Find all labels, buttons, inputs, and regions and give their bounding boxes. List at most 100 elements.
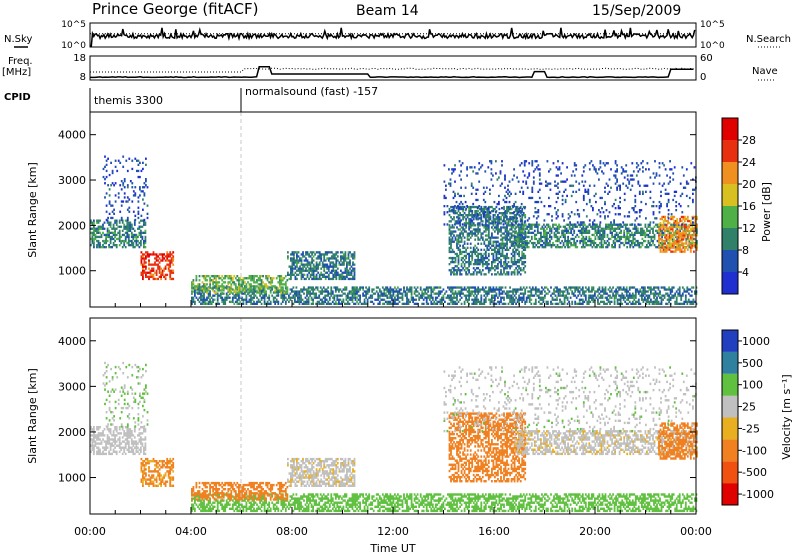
power-cell-near-band — [513, 290, 516, 293]
power-cell-near-band — [586, 300, 589, 303]
power-cell-morning-arc — [218, 281, 221, 284]
power-cell-evening-rise — [503, 218, 505, 221]
power-cell-early-band — [140, 244, 142, 247]
power-cell-morning-arc — [236, 279, 239, 282]
power-cell-late-band — [629, 233, 632, 237]
power-cell-near-band — [642, 298, 645, 301]
power-cell-morning-arc — [262, 281, 264, 284]
power-cell-near-band — [274, 302, 277, 305]
power-cell-evening-rise — [448, 232, 451, 235]
power-cell-evening-rise — [495, 224, 498, 227]
power-cell-evening-rise — [503, 267, 505, 270]
power-cell-evening-rise — [509, 218, 511, 221]
power-cell-near-band — [422, 292, 425, 295]
power-cell-mid-patch — [296, 265, 298, 268]
power-cell-near-band — [512, 292, 514, 295]
power-cell-blob — [158, 267, 161, 270]
power-cell-evening-rise — [468, 212, 470, 215]
power-cell-early-band — [123, 225, 126, 228]
power-cell-evening-rise — [477, 226, 480, 229]
power-cell-early-band — [97, 227, 100, 230]
power-cell-near-band — [503, 296, 505, 299]
power-cell-near-band — [233, 296, 236, 299]
power-cell-near-band — [198, 296, 201, 299]
power-cell-near-band — [422, 288, 425, 291]
noise-tick-right-bottom: 10^0 — [700, 41, 725, 51]
power-cell-near-band — [460, 288, 463, 291]
power-cell-late-band — [655, 229, 657, 232]
power-cell-late-band — [602, 231, 604, 234]
power-cell-late-hot — [668, 230, 671, 233]
power-cell-near-band — [216, 302, 219, 305]
power-cell-near-band — [675, 300, 678, 303]
power-cell-near-band — [580, 302, 583, 305]
power-cell-evening-rise — [459, 240, 461, 243]
power-cell-near-band — [272, 300, 275, 303]
power-cell-evening-rise — [512, 244, 514, 247]
power-cell-late-hot — [664, 250, 666, 253]
power-cell-late-band — [644, 235, 647, 239]
power-cell-near-band — [212, 294, 214, 297]
power-cell-evening-rise — [477, 236, 480, 239]
power-cell-evening-rise — [463, 269, 466, 272]
power-cell-late-band — [574, 223, 577, 226]
power-cell-near-band — [294, 290, 296, 293]
power-cell-evening-rise — [507, 205, 510, 209]
power-cell-near-band — [377, 286, 380, 289]
power-cell-morning-arc — [242, 279, 245, 282]
power-cell-evening-rise — [519, 267, 522, 270]
power-cell-early-band — [102, 239, 104, 243]
power-cell-near-band — [328, 292, 331, 295]
power-cell-near-band — [456, 302, 458, 305]
power-cell-evening-rise — [453, 273, 455, 276]
power-cell-early-sparse — [145, 163, 147, 166]
power-cell-evening-rise — [519, 220, 522, 223]
power-cell-early-band — [97, 229, 100, 232]
power-cell-late-band — [594, 227, 597, 230]
power-cell-late-band — [636, 227, 639, 230]
power-cell-evening-rise — [450, 205, 452, 209]
power-cell-late-hot — [683, 232, 686, 235]
power-cell-near-band — [575, 288, 578, 291]
power-cell-morning-arc — [254, 287, 257, 290]
power-cell-near-band — [395, 298, 398, 301]
power-cell-near-band — [418, 292, 421, 295]
power-cell-mid-patch — [321, 261, 324, 264]
power-cell-evening-rise — [469, 220, 472, 223]
power-cell-mid-patch — [306, 261, 309, 264]
power-cell-near-band — [465, 294, 467, 297]
power-cell-mid-patch — [303, 273, 306, 276]
power-cell-evening-rise — [487, 226, 490, 229]
power-cell-late-band — [540, 227, 542, 230]
power-cell-late-band — [582, 237, 585, 241]
power-cell-near-band — [388, 300, 390, 303]
power-cell-morning-arc — [260, 275, 263, 278]
power-cell-evening-rise — [513, 214, 516, 217]
power-cell-late-band — [615, 239, 618, 243]
power-cell-near-band — [410, 292, 413, 295]
power-cell-morning-arc — [191, 285, 193, 288]
power-cell-morning-arc — [198, 279, 201, 282]
power-cell-near-band — [406, 300, 408, 303]
power-cell-near-band — [437, 286, 440, 289]
power-cell-evening-rise — [492, 256, 495, 260]
power-cell-mid-patch — [349, 251, 351, 254]
power-cell-late-band — [527, 241, 530, 245]
power-cell-near-band — [581, 290, 584, 293]
power-cell-evening-rise — [500, 230, 502, 233]
power-cell-near-band — [663, 296, 666, 299]
power-cell-evening-rise — [459, 212, 461, 215]
power-cell-mid-patch — [309, 265, 312, 268]
power-cell-near-band — [248, 300, 251, 303]
power-cell-late-hot — [676, 219, 679, 223]
power-cell-near-band — [406, 286, 408, 289]
power-cell-near-band — [607, 298, 610, 301]
power-cell-near-band — [354, 290, 357, 293]
power-cell-evening-rise — [500, 218, 502, 221]
power-cell-near-band — [671, 296, 674, 299]
power-cell-mid-patch — [309, 267, 312, 270]
power-cell-morning-arc — [266, 287, 269, 290]
power-cell-late-band — [647, 233, 650, 237]
power-cell-late-band — [673, 223, 676, 226]
power-cell-late-hot — [659, 248, 662, 251]
